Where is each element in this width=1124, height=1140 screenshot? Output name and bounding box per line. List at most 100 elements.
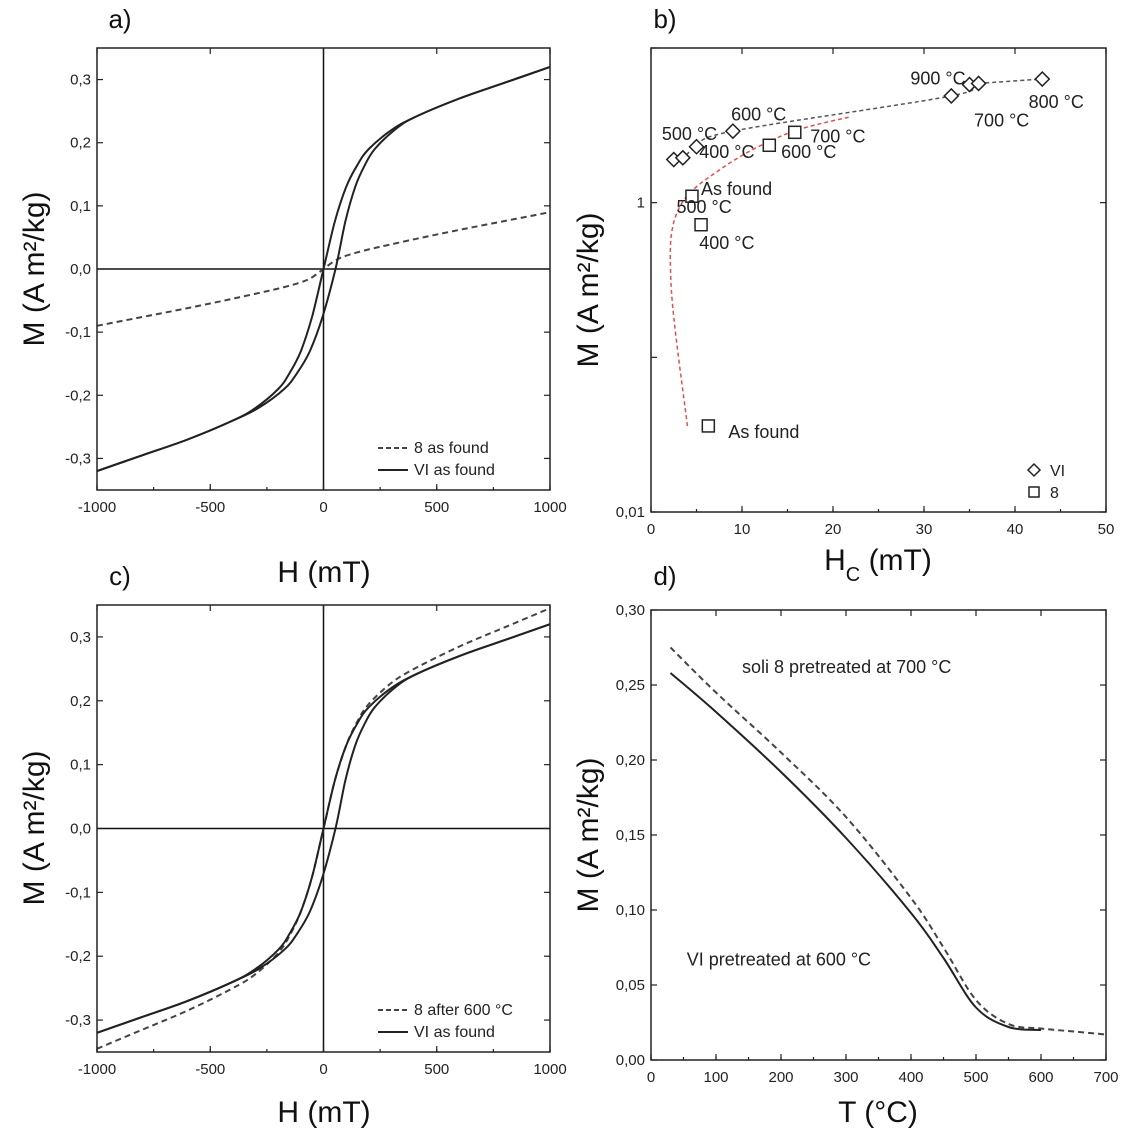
y-tick-label: -0,2 xyxy=(65,948,91,965)
x-tick-label: 100 xyxy=(703,1069,728,1086)
y-tick-label: 0,30 xyxy=(616,602,645,619)
x-tick-label: 10 xyxy=(734,521,751,538)
x-tick-label: 600 xyxy=(1028,1069,1053,1086)
x-tick-label: 40 xyxy=(1007,521,1024,538)
y-axis-label: M (A m²/kg) xyxy=(572,213,605,368)
scatter-point-8 xyxy=(694,217,708,232)
x-tick-label: 0 xyxy=(319,1061,327,1078)
x-axis-label: H (mT) xyxy=(277,1096,370,1129)
scatter-point-8 xyxy=(701,419,716,433)
legend-symbol xyxy=(1026,462,1042,478)
annotation: VI pretreated at 600 °C xyxy=(687,950,871,970)
chart-panel-a: -1000 -500 0 500 1000 -0,3 -0,2 -0,1 0,0 0,1 0,2 0,… xyxy=(18,4,567,589)
y-tick-label: 0,3 xyxy=(70,629,91,646)
panel-label: c) xyxy=(109,561,131,591)
y-axis-label: M (A m²/kg) xyxy=(572,758,605,913)
annotation: As found xyxy=(701,179,772,199)
x-tick-label: 500 xyxy=(963,1069,988,1086)
chart-panel-c: -1000 -500 0 500 1000 -0,3 -0,2 -0,1 0,0 0,1 0,2 0,… xyxy=(18,561,567,1129)
x-axis-label: HC (mT) xyxy=(824,544,932,586)
y-tick-label: -0,1 xyxy=(65,324,91,341)
x-tick-label: -1000 xyxy=(78,499,116,516)
annotation: 900 °C xyxy=(910,69,965,89)
x-tick-label: 1000 xyxy=(533,499,566,516)
annotation: soli 8 pretreated at 700 °C xyxy=(742,657,951,677)
legend-label: VI xyxy=(1050,463,1065,480)
x-tick-label: 20 xyxy=(825,521,842,538)
annotation: 700 °C xyxy=(810,126,865,146)
scatter-point-vi xyxy=(1034,70,1051,88)
legend-label: VI as found xyxy=(414,462,495,479)
y-tick-label: 0,0 xyxy=(70,821,91,838)
x-tick-label: -500 xyxy=(195,1061,225,1078)
chart-panel-d: soli 8 pretreated at 700 °C VI pretreated… xyxy=(572,561,1119,1129)
legend-symbol xyxy=(1028,486,1040,498)
x-tick-label: 700 xyxy=(1093,1069,1118,1086)
scatter-point-8 xyxy=(788,125,802,140)
series-line xyxy=(669,672,1042,1031)
plot-frame xyxy=(650,47,1107,513)
y-tick-label: 1 xyxy=(637,195,645,212)
y-tick-label: 0,25 xyxy=(616,677,645,694)
x-tick-label: 50 xyxy=(1098,521,1115,538)
x-tick-label: 300 xyxy=(833,1069,858,1086)
y-tick-label: 0,10 xyxy=(616,902,645,919)
x-tick-label: 0 xyxy=(319,499,327,516)
panel-label: b) xyxy=(653,4,676,34)
series-line xyxy=(669,646,1107,1036)
legend-label: 8 xyxy=(1050,485,1059,502)
legend-label: VI as found xyxy=(414,1024,495,1041)
scatter-point-vi xyxy=(724,123,741,140)
plot-frame xyxy=(650,609,1107,1061)
x-tick-label: -1000 xyxy=(78,1061,116,1078)
x-axis-label: H (mT) xyxy=(277,556,370,589)
y-tick-label: 0,2 xyxy=(70,135,91,152)
annotation: 400 °C xyxy=(699,233,754,253)
y-axis-label: M (A m²/kg) xyxy=(18,192,51,347)
annotation: 800 °C xyxy=(1029,92,1084,112)
annotation: 500 °C xyxy=(676,197,731,217)
legend-label: 8 as found xyxy=(414,440,489,457)
y-tick-label: -0,1 xyxy=(65,884,91,901)
annotation: 600 °C xyxy=(731,104,786,124)
y-axis-label: M (A m²/kg) xyxy=(18,751,51,906)
panel-label: d) xyxy=(653,561,676,591)
y-tick-label: 0,01 xyxy=(616,504,645,521)
annotation: 600 °C xyxy=(781,142,836,162)
x-tick-label: 1000 xyxy=(533,1061,566,1078)
scatter-point-vi xyxy=(970,75,987,92)
y-tick-label: 0,1 xyxy=(70,198,91,215)
scatter-point-8 xyxy=(685,189,699,204)
x-tick-label: 500 xyxy=(424,499,449,516)
y-tick-label: -0,3 xyxy=(65,450,91,467)
y-tick-label: 0,0 xyxy=(70,261,91,278)
y-tick-label: 0,1 xyxy=(70,757,91,774)
x-tick-label: 0 xyxy=(647,521,655,538)
scatter-point-vi xyxy=(674,149,691,166)
panel-label: a) xyxy=(108,4,131,34)
trend-line-8 xyxy=(669,115,852,427)
series-line-branch xyxy=(96,623,551,1034)
y-tick-label: -0,3 xyxy=(65,1012,91,1029)
y-tick-label: 0,20 xyxy=(616,752,645,769)
y-tick-label: 0,3 xyxy=(70,72,91,89)
y-tick-label: 0,05 xyxy=(616,977,645,994)
x-tick-label: 400 xyxy=(898,1069,923,1086)
x-tick-label: 200 xyxy=(768,1069,793,1086)
y-tick-label: 0,2 xyxy=(70,693,91,710)
x-tick-label: 500 xyxy=(424,1061,449,1078)
scatter-point-vi xyxy=(943,87,960,104)
x-tick-label: 0 xyxy=(647,1069,655,1086)
x-tick-label: 30 xyxy=(916,521,933,538)
y-tick-label: -0,2 xyxy=(65,387,91,404)
annotation: As found xyxy=(728,422,799,442)
y-tick-label: 0,00 xyxy=(616,1052,645,1069)
annotation: 400 °C xyxy=(699,142,754,162)
scatter-point-8 xyxy=(762,138,777,153)
scatter-point-vi xyxy=(688,138,705,155)
x-axis-label: T (°C) xyxy=(838,1096,918,1129)
annotation: 700 °C xyxy=(974,111,1029,131)
x-tick-label: -500 xyxy=(195,499,225,516)
